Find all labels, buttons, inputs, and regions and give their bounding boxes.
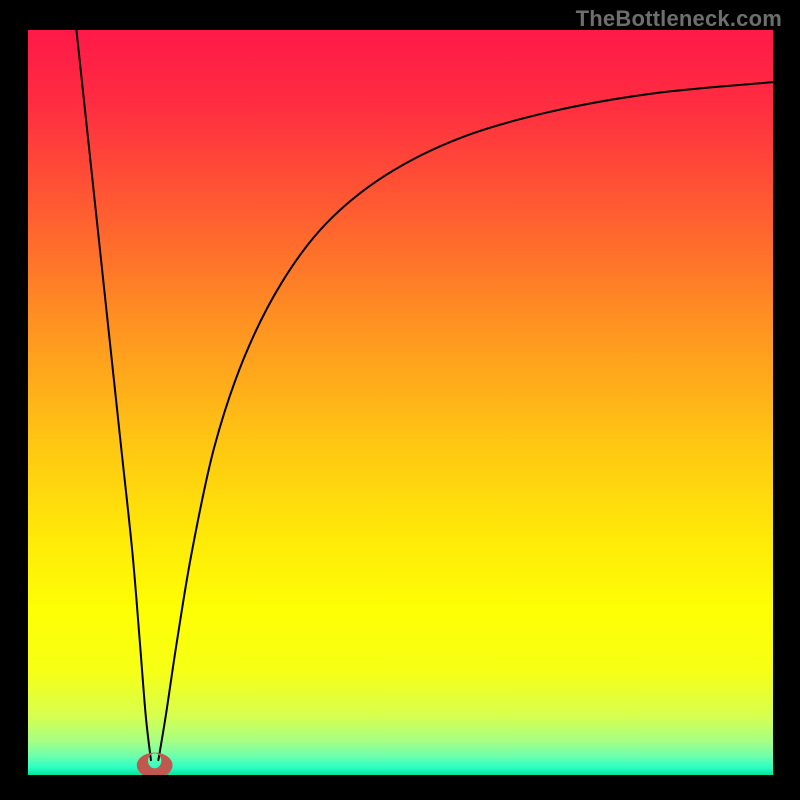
bottleneck-curve-chart — [28, 30, 773, 775]
watermark-text: TheBottleneck.com — [576, 6, 782, 32]
plot-area — [28, 30, 773, 775]
gradient-background — [28, 30, 773, 775]
figure-frame: TheBottleneck.com — [0, 0, 800, 800]
